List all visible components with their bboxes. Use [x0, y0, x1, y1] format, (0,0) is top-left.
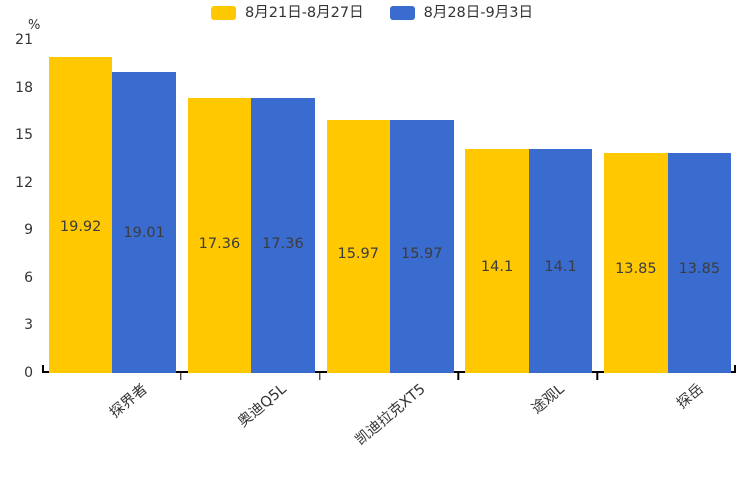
bar-0-3[interactable]: 14.1: [465, 149, 529, 373]
legend-item-0[interactable]: 8月21日-8月27日: [211, 6, 364, 21]
bar-value-label: 13.85: [615, 260, 657, 277]
bar-group: 14.1 14.1: [465, 40, 593, 373]
y-axis-tick-label: 9: [24, 222, 33, 239]
y-axis-tick-label: 12: [15, 174, 33, 191]
bar-1-0[interactable]: 19.01: [112, 71, 176, 373]
bar-value-label: 13.85: [678, 260, 721, 277]
y-axis-tick-label: 18: [15, 79, 33, 96]
bar-value-label: 14.1: [544, 259, 577, 276]
bar-1-4[interactable]: 13.85: [667, 153, 732, 373]
bar-value-label: 17.36: [198, 236, 241, 253]
bar-0-4[interactable]: 13.85: [604, 153, 668, 373]
bar-0-1[interactable]: 17.36: [187, 97, 252, 373]
y-axis-tick-label: 0: [24, 365, 33, 381]
x-axis-left-cap: [42, 365, 44, 373]
x-axis-category-label: 途观L: [528, 381, 568, 418]
bar-0-2[interactable]: 15.97: [326, 119, 390, 373]
y-axis-tick-label: 3: [24, 317, 33, 334]
bar-1-3[interactable]: 14.1: [528, 149, 593, 373]
bar-value-label: 17.36: [262, 236, 304, 253]
legend-swatch-yellow-icon: [211, 6, 237, 21]
bar-group: 19.92 19.01: [48, 40, 176, 373]
bar-group: 17.36 17.36: [187, 40, 315, 373]
legend-item-label: 8月21日-8月27日: [245, 5, 364, 21]
y-axis-tick-label: 6: [24, 269, 33, 286]
bar-0-0[interactable]: 19.92: [48, 57, 113, 373]
bar-value-label: 15.97: [337, 246, 379, 263]
x-axis-tick: [318, 373, 321, 380]
bar-value-label: 14.1: [480, 259, 514, 276]
bar-1-2[interactable]: 15.97: [390, 119, 454, 373]
bar-1-1[interactable]: 17.36: [251, 97, 315, 373]
y-axis-tick-label: 15: [15, 127, 33, 144]
y-axis-unit-label: %: [28, 18, 41, 33]
chart-legend: 8月21日-8月27日 8月28日-9月3日: [0, 6, 744, 21]
x-axis-category-label: 凯迪拉克XT5: [352, 381, 429, 449]
legend-item-label: 8月28日-9月3日: [423, 5, 533, 21]
x-axis-category-label: 奥迪Q5L: [235, 381, 290, 431]
x-axis-category-label: 探岳: [673, 381, 707, 413]
bar-value-label: 15.97: [400, 246, 443, 263]
x-axis-category-label: 探界者: [107, 381, 152, 422]
legend-swatch-blue-icon: [389, 6, 415, 21]
x-axis-tick: [180, 373, 182, 380]
x-axis-right-cap: [734, 365, 736, 373]
x-axis-tick: [457, 373, 460, 380]
bar-group: 13.85 13.85: [604, 40, 732, 373]
legend-item-1[interactable]: 8月28日-9月3日: [389, 5, 533, 21]
plot-area: 0 3 6 9 12 15 18 21 19.92 19.01 17.36 17.36 15.97 15.…: [15, 33, 736, 380]
bar-value-label: 19.92: [59, 218, 102, 235]
y-axis-tick-label: 21: [15, 32, 33, 48]
x-axis-tick: [596, 373, 598, 380]
bar-value-label: 19.01: [123, 224, 165, 241]
bar-group: 15.97 15.97: [326, 40, 454, 373]
